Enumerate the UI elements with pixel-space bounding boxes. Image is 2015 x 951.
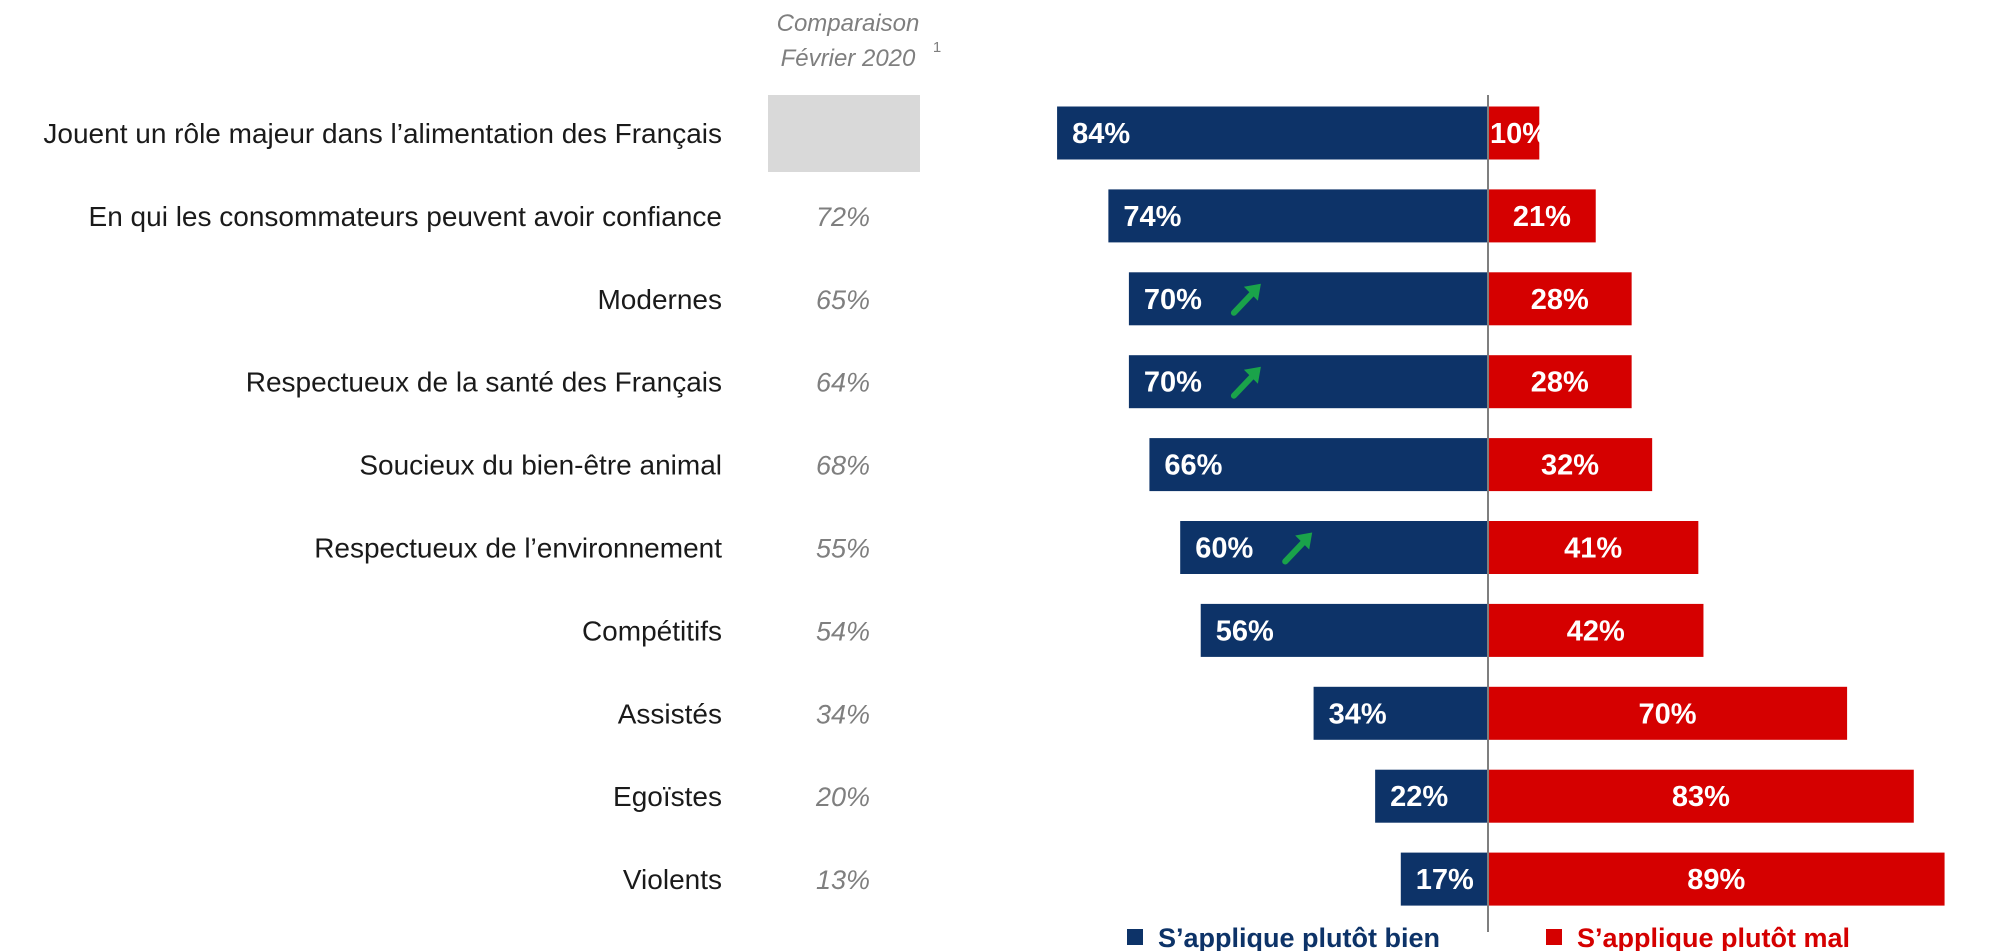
category-label: Respectueux de l’environnement — [314, 533, 722, 564]
comparison-header: Comparaison Février 2020 1 — [777, 10, 942, 72]
chart-row: Jouent un rôle majeur dans l’alimentatio… — [43, 106, 1548, 160]
bar-negative — [1488, 521, 1699, 574]
category-label: Respectueux de la santé des Français — [246, 367, 722, 398]
bar-value-negative: 89% — [1687, 864, 1745, 896]
bar-positive — [1128, 355, 1488, 409]
bar-positive — [1180, 521, 1488, 574]
bar-positive — [1200, 603, 1488, 657]
comparison-value: 64% — [816, 368, 870, 398]
bar-value-positive: 84% — [1072, 118, 1130, 150]
category-label: Soucieux du bien-être animal — [359, 450, 722, 481]
trend-up-icon — [1230, 366, 1261, 399]
bar-value-negative: 70% — [1639, 698, 1697, 730]
bar-value-positive: 56% — [1216, 615, 1274, 647]
bar-value-negative: 28% — [1531, 367, 1589, 399]
bar-value-positive: 34% — [1329, 698, 1387, 730]
bar-value-positive: 60% — [1195, 533, 1253, 565]
chart-rows: Jouent un rôle majeur dans l’alimentatio… — [43, 106, 1945, 906]
chart-row: En qui les consommateurs peuvent avoir c… — [89, 189, 1596, 243]
comparison-value: 68% — [816, 451, 870, 481]
bar-value-negative: 41% — [1564, 533, 1622, 565]
chart-row: Compétitifs 54% 56% 42% — [582, 603, 1704, 657]
chart-row: Assistés 34% 34% 70% — [618, 686, 1848, 740]
bar-value-negative: 21% — [1513, 201, 1571, 233]
bar-value-negative: 28% — [1531, 284, 1589, 316]
bar-value-positive: 70% — [1144, 367, 1202, 399]
category-label: Modernes — [597, 284, 722, 315]
bar-positive — [1375, 769, 1488, 823]
bar-value-positive: 74% — [1123, 201, 1181, 233]
bar-value-positive: 66% — [1164, 450, 1222, 482]
bar-value-positive: 22% — [1390, 781, 1448, 813]
category-label: Violents — [623, 864, 722, 895]
legend-label-positive: S’applique plutôt bien — [1158, 923, 1440, 951]
bar-negative — [1488, 189, 1596, 243]
bar-positive — [1128, 272, 1488, 326]
comparison-header-line1: Comparaison — [777, 10, 920, 37]
comparison-value: 54% — [816, 616, 870, 646]
legend-swatch-negative — [1546, 929, 1562, 945]
bar-negative — [1488, 438, 1653, 492]
bar-value-positive: 17% — [1416, 864, 1474, 896]
chart-row: Modernes 65% 70% 28% — [597, 272, 1632, 326]
comparison-header-footnote: 1 — [933, 39, 941, 56]
bar-negative — [1488, 769, 1914, 823]
comparison-value: 34% — [816, 699, 870, 729]
chart-row: Egoïstes 20% 22% 83% — [613, 769, 1914, 823]
comparison-value: 20% — [815, 782, 870, 812]
trend-up-icon — [1230, 283, 1261, 316]
comparison-value: 72% — [816, 202, 870, 232]
comparison-placeholder — [768, 95, 920, 172]
trend-up-icon — [1282, 532, 1313, 565]
category-label: Jouent un rôle majeur dans l’alimentatio… — [43, 118, 722, 149]
category-label: Assistés — [618, 698, 722, 729]
category-label: Egoïstes — [613, 781, 722, 812]
bar-value-positive: 70% — [1144, 284, 1202, 316]
legend: S’applique plutôt bien S’applique plutôt… — [1127, 923, 1850, 951]
legend-label-negative: S’applique plutôt mal — [1577, 923, 1850, 951]
comparison-value: 55% — [816, 534, 870, 564]
category-label: En qui les consommateurs peuvent avoir c… — [89, 201, 722, 232]
bar-value-negative: 42% — [1567, 615, 1625, 647]
bar-negative — [1488, 603, 1704, 657]
bar-positive — [1108, 189, 1488, 243]
comparison-value: 13% — [816, 865, 870, 895]
bar-negative — [1488, 106, 1540, 160]
chart-row: Violents 13% 17% 89% — [623, 852, 1945, 906]
bar-negative — [1488, 686, 1848, 740]
bar-positive — [1400, 852, 1488, 906]
chart-row: Respectueux de la santé des Français 64% 7… — [246, 355, 1632, 409]
chart-row: Soucieux du bien-être animal 68% 66% 32% — [359, 438, 1653, 492]
bar-negative — [1488, 272, 1632, 326]
bar-value-negative: 83% — [1672, 781, 1730, 813]
bar-negative — [1488, 852, 1945, 906]
bar-value-negative: 10% — [1490, 118, 1548, 150]
comparison-value: 65% — [816, 285, 870, 315]
chart-row: Respectueux de l’environnement 55% 60% 41% — [314, 521, 1699, 574]
comparison-header-line2: Février 2020 — [781, 45, 916, 72]
legend-swatch-positive — [1127, 929, 1143, 945]
bar-positive — [1057, 106, 1488, 160]
category-label: Compétitifs — [582, 615, 722, 646]
bar-positive — [1313, 686, 1488, 740]
bar-negative — [1488, 355, 1632, 409]
bar-positive — [1149, 438, 1488, 492]
bar-value-negative: 32% — [1541, 450, 1599, 482]
